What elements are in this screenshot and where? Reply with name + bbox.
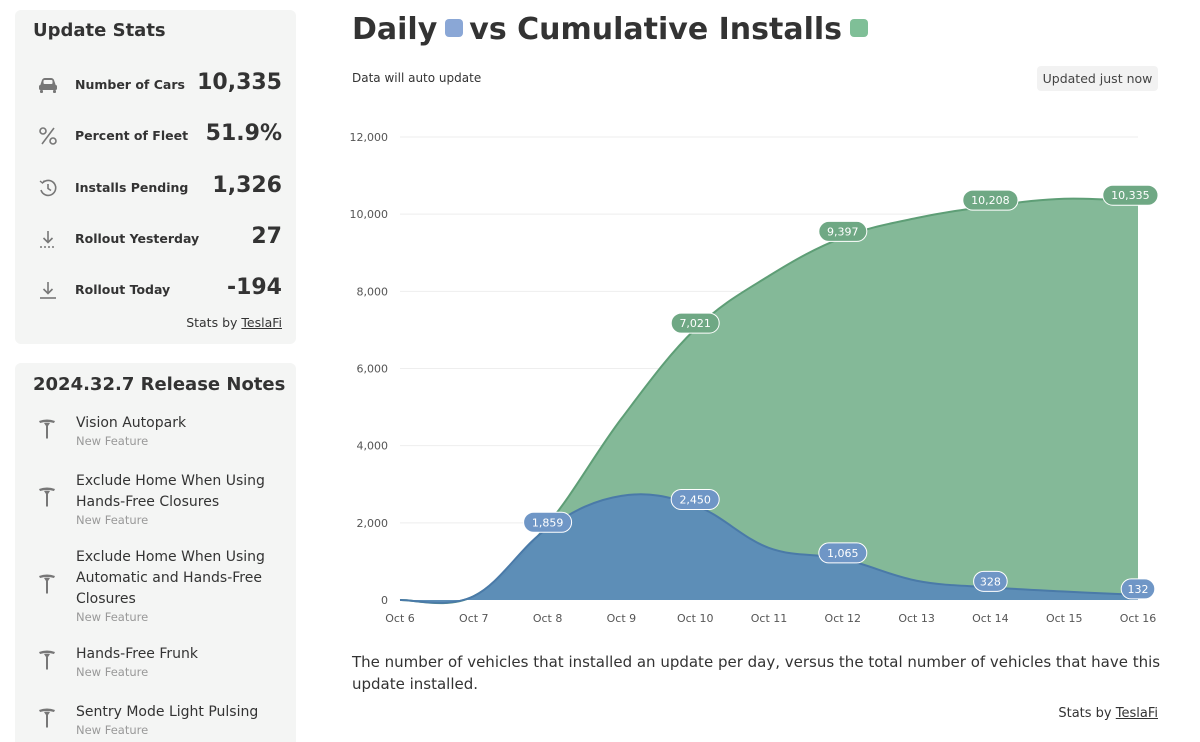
cumulative-data-label: 7,021 — [679, 317, 711, 330]
tesla-logo-icon — [39, 708, 55, 728]
x-tick-label: Oct 8 — [533, 612, 563, 625]
stat-label: Rollout Today — [75, 282, 171, 297]
release-note-title: Exclude Home When Using Hands-Free Closu… — [76, 473, 265, 510]
daily-data-label: 1,859 — [532, 516, 564, 529]
tesla-logo-icon — [39, 419, 55, 439]
car-icon — [39, 78, 57, 93]
release-notes-title: 2024.32.7 Release Notes — [33, 374, 286, 395]
chart-caption: The number of vehicles that installed an… — [352, 653, 1161, 693]
stat-value: 1,326 — [212, 173, 282, 198]
axis-layer: 0 2,000 4,000 6,000 8,000 10,000 12,000 Oct 6 Oc… — [350, 131, 1157, 625]
release-note-type: New Feature — [76, 610, 149, 624]
daily-data-label: 132 — [1128, 583, 1149, 596]
stats-credit: Stats by TeslaFi — [186, 315, 282, 330]
cumulative-area — [400, 198, 1138, 604]
stat-label: Percent of Fleet — [75, 128, 189, 143]
stat-label: Installs Pending — [75, 180, 189, 195]
stat-value: 51.9% — [205, 121, 282, 146]
chart-title-daily: Daily — [352, 12, 438, 47]
release-note-type: New Feature — [76, 723, 149, 737]
y-tick-label: 6,000 — [357, 363, 389, 376]
tesla-logo-icon — [39, 650, 55, 670]
auto-update-note: Data will auto update — [352, 71, 482, 85]
stat-label: Number of Cars — [75, 77, 185, 92]
download-icon — [40, 282, 56, 299]
cumulative-swatch — [850, 18, 869, 37]
stat-label: Rollout Yesterday — [75, 231, 200, 246]
y-tick-label: 10,000 — [350, 208, 389, 221]
daily-data-label-bg — [1120, 578, 1156, 600]
y-tick-label: 0 — [381, 594, 388, 607]
cumulative-data-label: 9,397 — [827, 225, 859, 238]
release-note-type: New Feature — [76, 513, 149, 527]
cumulative-data-label-bg — [1102, 184, 1159, 206]
stat-row-rollout-yesterday: Rollout Yesterday 27 — [15, 219, 296, 259]
stat-row-number-of-cars: Number of Cars 10,335 — [15, 65, 296, 105]
stat-value: 10,335 — [197, 70, 282, 95]
y-tick-label: 2,000 — [357, 517, 389, 530]
area-layer — [399, 197, 1139, 605]
chart-credit-prefix: Stats by — [1058, 706, 1116, 721]
updated-badge: Updated just now — [1037, 66, 1158, 91]
release-note-title: Exclude Home When Using Automatic and Ha… — [76, 549, 265, 607]
clock-history-icon — [39, 179, 57, 197]
cumulative-data-label: 10,208 — [971, 194, 1010, 207]
cumulative-data-label-bg — [962, 189, 1019, 211]
release-note-type: New Feature — [76, 665, 149, 679]
update-stats-card: Update Stats Number of Cars 10,335 Perce… — [15, 10, 296, 344]
download-dotted-icon — [40, 231, 56, 248]
release-note-type: New Feature — [76, 434, 149, 448]
installs-area-chart: 0 2,000 4,000 6,000 8,000 10,000 12,000 Oct 6 Oc… — [350, 131, 1159, 625]
cumulative-data-label: 10,335 — [1111, 189, 1150, 202]
x-tick-label: Oct 11 — [751, 612, 788, 625]
chart-title: Daily vs Cumulative Installs — [352, 12, 874, 47]
stat-row-rollout-today: Rollout Today -194 — [15, 270, 296, 310]
release-note-title: Sentry Mode Light Pulsing — [76, 704, 259, 720]
tesla-logo-icon — [39, 574, 55, 594]
x-tick-label: Oct 12 — [825, 612, 862, 625]
percent-icon — [39, 127, 57, 145]
daily-data-label-bg — [523, 511, 573, 533]
cumulative-data-label-bg — [818, 220, 868, 242]
x-tick-label: Oct 13 — [898, 612, 935, 625]
release-note-title: Vision Autopark — [76, 415, 187, 431]
cumulative-data-label-bg — [670, 312, 720, 334]
daily-data-label-bg — [818, 542, 868, 564]
x-tick-label: Oct 6 — [385, 612, 415, 625]
daily-line — [399, 493, 1139, 604]
y-tick-label: 12,000 — [350, 131, 389, 144]
daily-data-label: 2,450 — [679, 493, 711, 506]
chart-credit: Stats by TeslaFi — [1000, 706, 1158, 721]
update-stats-title: Update Stats — [33, 20, 166, 41]
teslafi-link[interactable]: TeslaFi — [241, 315, 282, 330]
release-notes-card: 2024.32.7 Release Notes Vision Autopark … — [15, 363, 296, 742]
daily-swatch — [445, 18, 464, 37]
y-tick-label: 4,000 — [357, 440, 389, 453]
x-tick-label: Oct 16 — [1120, 612, 1157, 625]
x-tick-label: Oct 10 — [677, 612, 714, 625]
x-tick-label: Oct 7 — [459, 612, 489, 625]
stats-credit-prefix: Stats by — [186, 315, 242, 330]
daily-data-label: 328 — [980, 575, 1001, 588]
stat-value: -194 — [226, 275, 282, 300]
daily-data-label-bg — [670, 488, 720, 510]
teslafi-link[interactable]: TeslaFi — [1115, 706, 1158, 721]
label-layer: 1,859 2,450 1,065 328 132 7,021 9,397 10,208 10,… — [523, 184, 1159, 600]
stat-value: 27 — [251, 224, 282, 249]
stat-row-installs-pending: Installs Pending 1,326 — [15, 168, 296, 208]
tesla-logo-icon — [39, 487, 55, 507]
x-tick-label: Oct 9 — [607, 612, 637, 625]
x-tick-label: Oct 14 — [972, 612, 1009, 625]
daily-data-label-bg — [973, 570, 1008, 592]
x-tick-label: Oct 15 — [1046, 612, 1083, 625]
release-note-title: Hands-Free Frunk — [76, 646, 199, 662]
chart-title-rest: vs Cumulative Installs — [469, 12, 843, 47]
y-tick-label: 8,000 — [357, 285, 389, 298]
daily-data-label: 1,065 — [827, 547, 859, 560]
stat-row-percent-of-fleet: Percent of Fleet 51.9% — [15, 116, 296, 156]
